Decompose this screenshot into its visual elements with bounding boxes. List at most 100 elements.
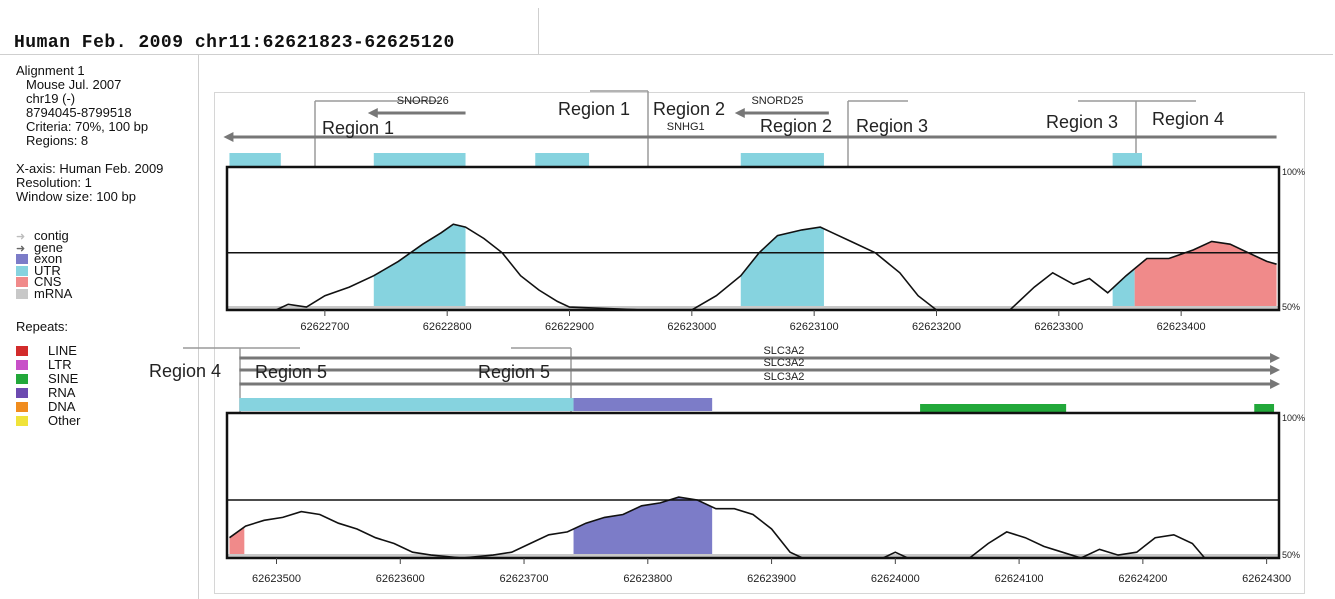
legend-label: SINE <box>48 371 79 386</box>
plot-area-frame <box>225 165 1281 312</box>
x-tick-label: 62623600 <box>376 573 425 585</box>
x-tick-label: 62624100 <box>995 573 1044 585</box>
gene-label: SNORD25 <box>751 95 803 107</box>
utr-block <box>229 153 281 166</box>
legend-label: RNA <box>48 385 76 400</box>
legend-swatch <box>16 416 28 426</box>
legend-cns: CNS <box>16 274 61 289</box>
x-tick-label: 62623700 <box>500 573 549 585</box>
gene-label: SLC3A2 <box>763 345 804 357</box>
conserved-region-fill <box>740 227 824 310</box>
conserved-region-fill <box>1134 241 1277 310</box>
legend-label: contig <box>34 228 69 243</box>
legend-label: LINE <box>48 343 77 358</box>
gene-label: SLC3A2 <box>763 357 804 369</box>
x-tick-label: 62622800 <box>423 321 472 333</box>
legend-swatch <box>16 346 28 356</box>
repeat-block-sine <box>1254 404 1275 412</box>
utr-block <box>239 398 574 411</box>
legend-swatch <box>16 402 28 412</box>
region-label: Region 5 <box>478 362 550 382</box>
gene-arrowhead <box>367 108 378 118</box>
x-tick-label: 62623800 <box>623 573 672 585</box>
alignment-label: Alignment 1 <box>16 63 85 78</box>
y-label-max: 100% <box>1282 167 1305 177</box>
panel-1 <box>223 90 1281 316</box>
region-label: Region 2 <box>653 99 725 119</box>
x-tick-label: 62623500 <box>252 573 301 585</box>
panel-2 <box>183 347 1281 564</box>
criteria-label: Criteria: 70%, 100 bp <box>26 119 149 134</box>
repeat-legend-dna: DNA <box>16 399 75 414</box>
legend-swatch <box>16 360 28 370</box>
x-tick-label: 62623900 <box>747 573 796 585</box>
conservation-curve <box>229 496 1274 559</box>
gene-arrowhead <box>1270 353 1281 363</box>
legend-gene: ➜ gene <box>16 240 63 255</box>
species-label: Mouse Jul. 2007 <box>26 77 122 92</box>
gene-label: SNHG1 <box>667 121 705 133</box>
resolution-label: Resolution: 1 <box>16 175 92 190</box>
y-label-max: 100% <box>1282 413 1305 423</box>
legend-label: DNA <box>48 399 76 414</box>
repeat-legend-sine: SINE <box>16 371 78 386</box>
legend-label: UTR <box>34 262 61 278</box>
region-label: Region 3 <box>856 116 928 136</box>
legend-swatch <box>16 265 28 276</box>
region-label: Region 4 <box>1152 109 1224 129</box>
page-title: Human Feb. 2009 chr11:62621823-62625120 <box>14 33 455 53</box>
alignment-info: Alignment 1 Mouse Jul. 2007 chr19 (-) 87… <box>16 64 163 204</box>
repeat-legend-other: Other <box>16 413 81 428</box>
legend-swatch <box>16 254 28 264</box>
legend-swatch <box>16 374 28 384</box>
legend-label: CNS <box>34 274 62 289</box>
chrom-label: chr19 (-) <box>26 91 76 106</box>
x-tick-label: 62623000 <box>667 321 716 333</box>
repeats-title: Repeats: <box>16 319 69 334</box>
x-tick-label: 62623100 <box>790 321 839 333</box>
plot-area-frame <box>225 411 1281 560</box>
repeat-legend-ltr: LTR <box>16 357 72 372</box>
region-label: Region 2 <box>760 116 832 136</box>
legend-swatch: ➜ <box>16 242 26 255</box>
conserved-region-fill <box>573 497 713 558</box>
x-tick-label: 62623200 <box>912 321 961 333</box>
window-label: Window size: 100 bp <box>16 189 136 204</box>
conserved-region-fill <box>229 526 245 558</box>
region-label: Region 1 <box>322 118 394 138</box>
legend-label: Other <box>48 413 81 428</box>
x-tick-label: 62623300 <box>1034 321 1083 333</box>
utr-block <box>535 153 590 166</box>
conserved-region-fill <box>1112 268 1135 310</box>
gene-arrowhead <box>223 132 234 142</box>
gene-arrowhead <box>1270 365 1281 375</box>
legend-label: LTR <box>48 357 72 372</box>
region-label: Region 3 <box>1046 112 1118 132</box>
conserved-region-fill <box>373 224 466 310</box>
legend-exon: exon <box>16 251 62 266</box>
gene-arrowhead <box>734 108 745 118</box>
region-label: Region 1 <box>558 99 630 119</box>
utr-block <box>740 153 824 166</box>
repeat-legend-rna: RNA <box>16 385 75 400</box>
gene-label: SNORD26 <box>397 95 449 107</box>
legend-mrna: mRNA <box>16 286 72 301</box>
conservation-curve <box>275 223 1277 311</box>
x-tick-label: 62622900 <box>545 321 594 333</box>
repeat-legend-line: LINE <box>16 343 77 358</box>
x-tick-label: 62622700 <box>300 321 349 333</box>
gene-label: SLC3A2 <box>763 371 804 383</box>
exon-block <box>573 398 713 411</box>
legend-swatch <box>16 388 28 398</box>
legend-swatch <box>16 288 28 299</box>
region-label: Region 5 <box>255 362 327 382</box>
legend-swatch <box>16 277 28 287</box>
region-label: Region 4 <box>149 361 221 381</box>
x-tick-label: 62624300 <box>1242 573 1291 585</box>
legend-label: gene <box>34 239 63 255</box>
legend-contig: ➜ contig <box>16 228 69 243</box>
legend-swatch: ➜ <box>16 231 26 243</box>
coords-label: 8794045-8799518 <box>26 105 132 120</box>
legend-label: exon <box>34 251 63 266</box>
